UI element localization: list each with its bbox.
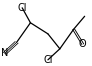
Text: N: N xyxy=(1,48,8,58)
Text: O: O xyxy=(79,39,87,49)
Text: Cl: Cl xyxy=(17,3,27,13)
Text: Cl: Cl xyxy=(43,55,53,65)
